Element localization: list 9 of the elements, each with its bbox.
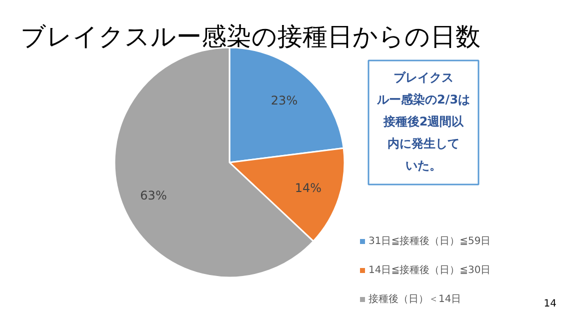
chart-title: ブレイクスルー感染の接種日からの日数 [20,22,480,51]
legend-label: 31日≦接種後（日）≦59日 [368,235,491,247]
legend-label: 接種後（日）＜14日 [368,293,462,305]
legend-label: 14日≦接種後（日）≦30日 [368,264,491,276]
text: 14 [544,298,557,310]
data-label: 23% [270,93,298,108]
data-label: 14% [294,181,322,196]
text: ブレイクスルー感染の2/3は接種後2週間以内に発生していた。 [376,70,470,172]
data-label: 63% [140,188,167,202]
